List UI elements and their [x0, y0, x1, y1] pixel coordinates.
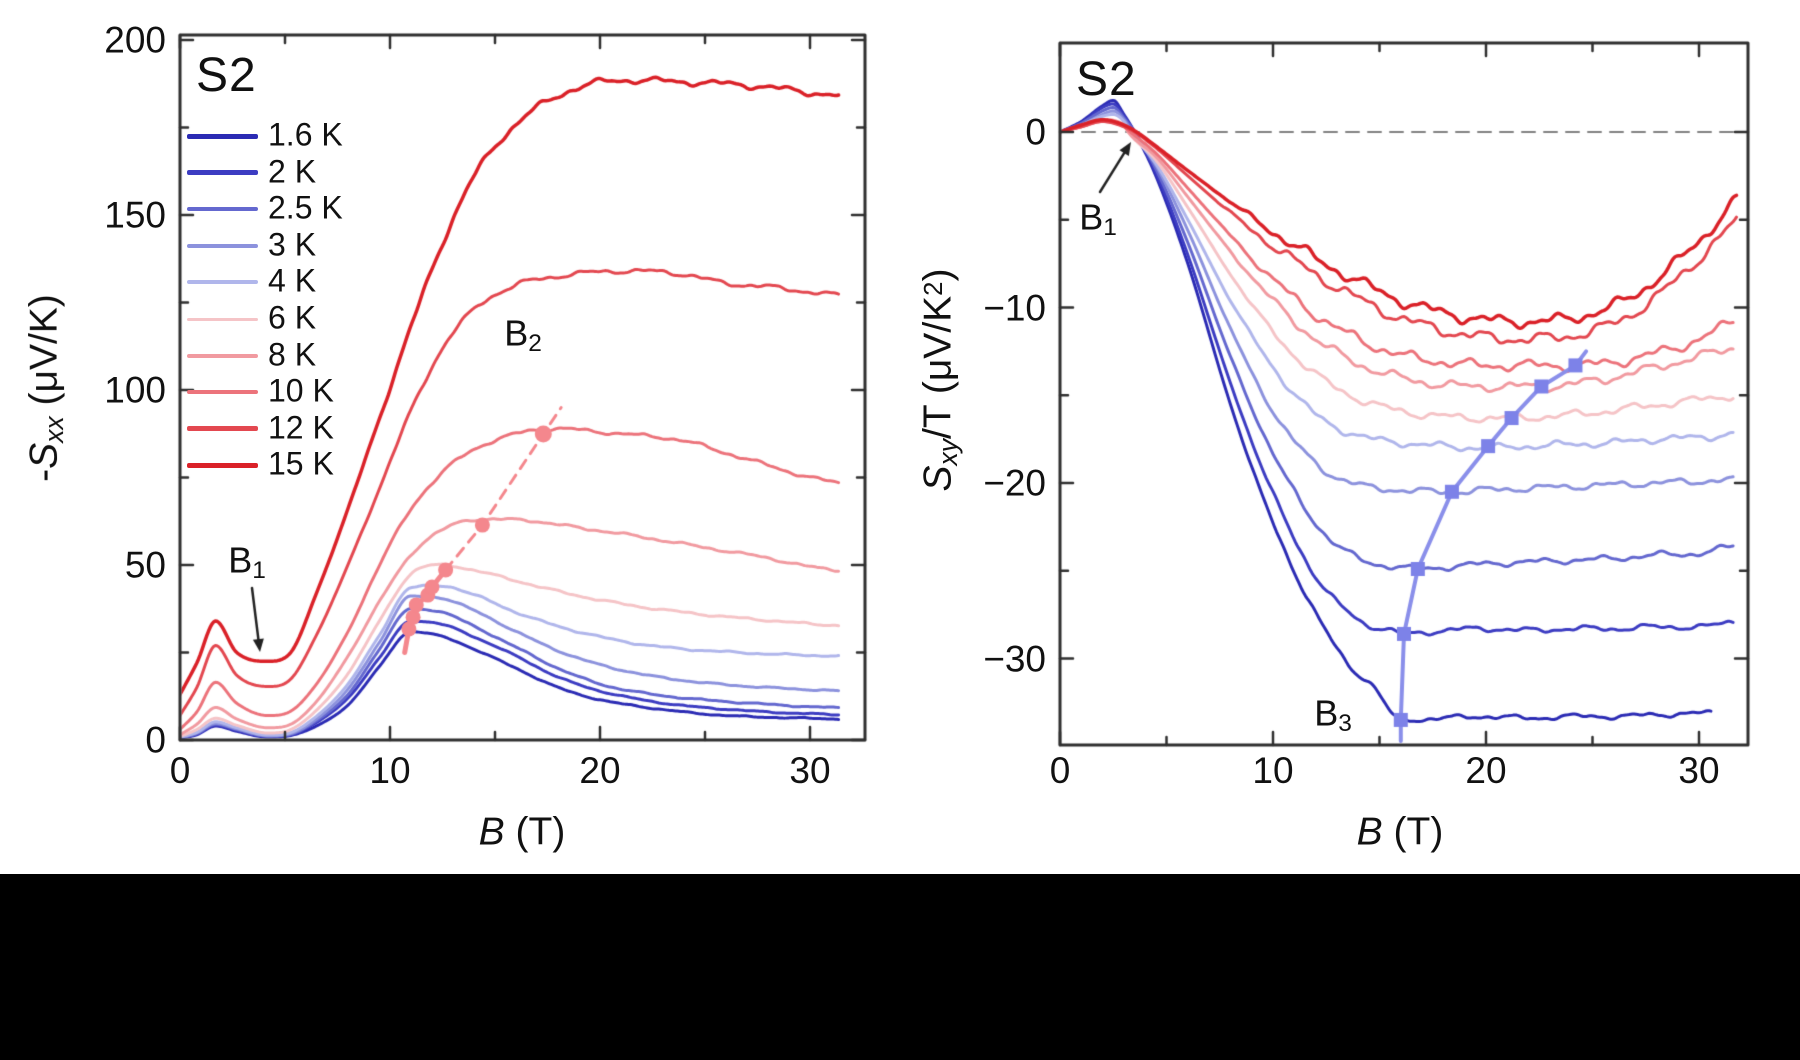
x-tick-label-left: 30: [789, 750, 831, 791]
y-tick-label-right: −20: [983, 462, 1046, 504]
legend-swatch-1.6K: [187, 133, 258, 139]
legend-label-10K: 10 K: [268, 372, 334, 409]
legend-swatch-2K: [187, 170, 258, 176]
legend-label-1.6K: 1.6 K: [268, 116, 343, 153]
legend-label-3K: 3 K: [268, 226, 317, 263]
legend-swatch-6K: [187, 317, 258, 321]
bottom-letterbox-bar: [0, 874, 1800, 1060]
annotation-b1-label: B1: [1079, 196, 1117, 242]
legend-swatch-3K: [187, 243, 258, 248]
x-tick-label-left: 0: [169, 750, 191, 791]
legend-label-12K: 12 K: [268, 409, 334, 446]
x-tick-label-left: 10: [369, 750, 411, 791]
y-tick-label-left: 200: [104, 19, 166, 61]
y-tick-label-left: 50: [124, 544, 166, 586]
x-tick-label-right: 10: [1252, 750, 1294, 791]
y-tick-label-right: 0: [1025, 111, 1046, 153]
panel-left-title: S2: [196, 49, 257, 102]
x-tick-label-right: 0: [1049, 750, 1071, 791]
legend-label-2.5K: 2.5 K: [268, 189, 343, 226]
legend-swatch-4K: [187, 280, 258, 285]
legend-swatch-10K: [187, 390, 258, 395]
annotation-b3-label: B3: [1314, 692, 1352, 738]
y-tick-label-right: −10: [983, 287, 1046, 328]
legend-label-2K: 2 K: [268, 153, 317, 190]
y-tick-label-left: 150: [104, 194, 166, 236]
x-axis-label-left: B (T): [478, 810, 566, 854]
y-tick-label-right: −30: [983, 638, 1046, 679]
y-axis-label-sxx: -Sxx (μV/K): [22, 294, 69, 482]
x-axis-label-right: B (T): [1356, 810, 1444, 854]
legend-label-4K: 4 K: [268, 263, 317, 300]
legend-swatch-2.5K: [187, 207, 258, 212]
y-axis-label-sxy: Sxy/T (μV/K2): [916, 268, 963, 492]
y-tick-label-left: 100: [104, 369, 166, 411]
x-tick-label-right: 20: [1465, 750, 1507, 791]
legend-label-15K: 15 K: [268, 446, 334, 483]
x-tick-label-right: 30: [1678, 750, 1720, 791]
legend-swatch-8K: [187, 353, 258, 358]
legend-label-6K: 6 K: [268, 299, 317, 336]
y-tick-label-left: 0: [145, 719, 166, 761]
legend-swatch-12K: [187, 426, 258, 432]
legend-label-8K: 8 K: [268, 336, 317, 373]
annotation-b2-label: B2: [504, 312, 542, 358]
legend-swatch-15K: [187, 462, 258, 468]
annotation-b1-label: B1: [228, 539, 266, 585]
panel-right-title: S2: [1076, 53, 1137, 106]
x-tick-label-left: 20: [579, 750, 621, 791]
